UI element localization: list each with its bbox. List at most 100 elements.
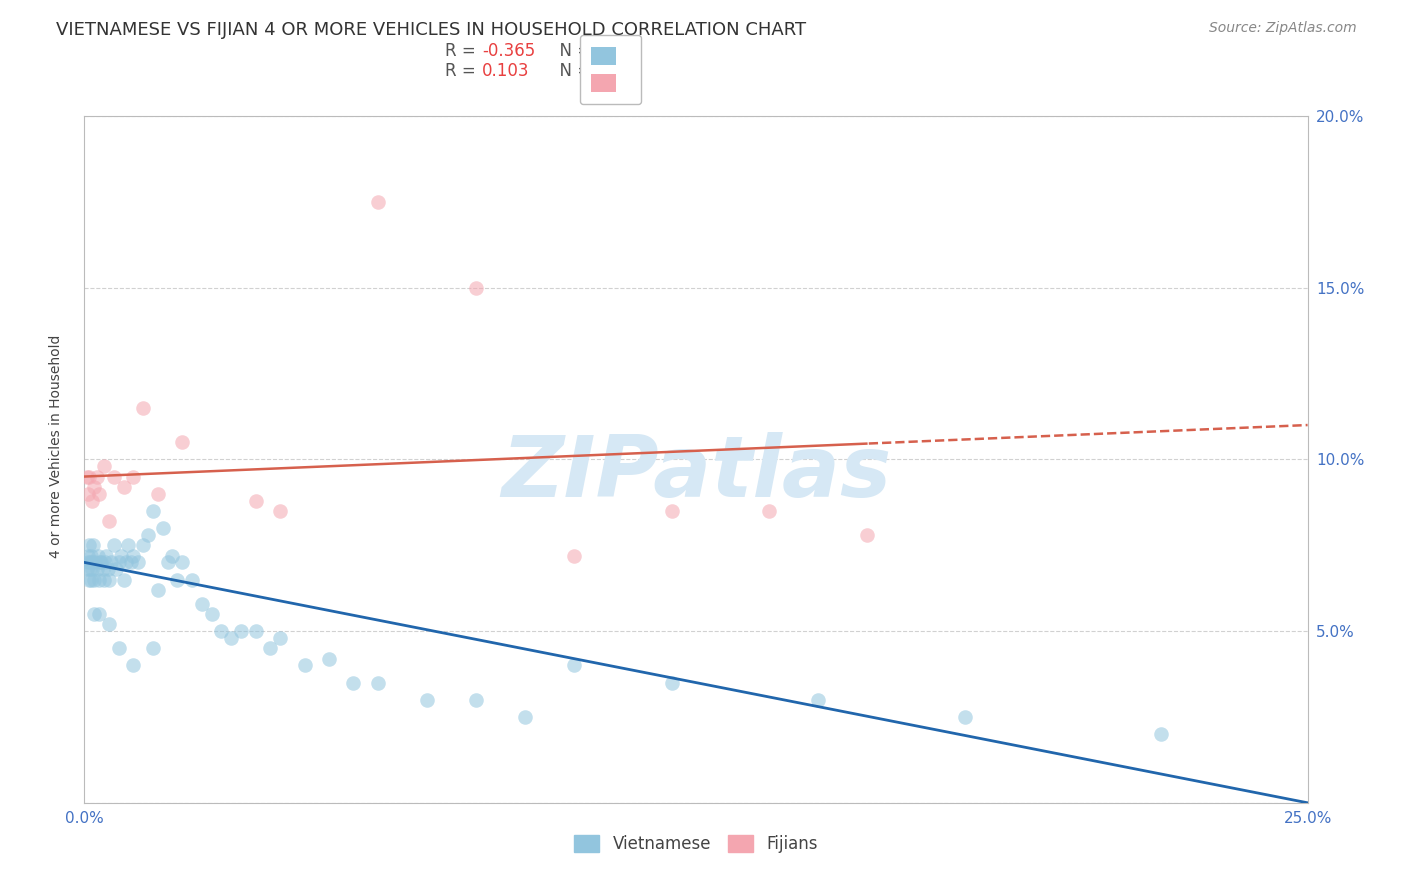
Point (152, 521, 174, 535)
Point (84, 555, 107, 570)
Point (86, 469, 108, 483)
Point (76, 562, 98, 576)
Point (120, 555, 142, 570)
Point (132, 401, 155, 415)
Point (96, 549, 118, 563)
Point (77, 549, 100, 563)
Text: 0.103: 0.103 (482, 62, 530, 80)
Point (191, 597, 214, 611)
Point (132, 538, 155, 552)
Point (294, 658, 316, 673)
Point (83, 607, 105, 621)
Point (146, 487, 169, 501)
Point (77, 469, 100, 483)
Point (562, 549, 585, 563)
Point (200, 607, 222, 621)
Point (87, 607, 110, 621)
Point (142, 504, 165, 518)
Point (245, 493, 267, 508)
Point (112, 573, 135, 587)
Point (80, 493, 103, 508)
Point (142, 641, 165, 656)
Point (107, 641, 129, 656)
Point (79, 562, 101, 576)
Point (82, 538, 104, 552)
Point (269, 504, 291, 518)
Point (100, 555, 122, 570)
Point (112, 480, 135, 494)
Point (807, 692, 830, 706)
Point (107, 555, 129, 570)
Point (166, 573, 188, 587)
Point (513, 710, 536, 724)
Text: 4 or more Vehicles in Household: 4 or more Vehicles in Household (49, 334, 63, 558)
Point (1150, 727, 1173, 741)
Point (97, 617, 120, 632)
Point (464, 692, 486, 706)
Point (90, 555, 112, 570)
Point (146, 582, 169, 597)
Point (856, 528, 879, 542)
Point (105, 562, 128, 576)
Point (93, 459, 115, 474)
Point (94, 555, 117, 570)
Point (127, 555, 149, 570)
Point (76, 555, 98, 570)
Point (80, 573, 103, 587)
Point (97, 514, 120, 528)
Point (87, 573, 110, 587)
Point (156, 555, 179, 570)
Point (83, 573, 105, 587)
Text: -0.365: -0.365 (482, 42, 536, 60)
Point (79, 555, 101, 570)
Point (661, 504, 683, 518)
Point (91, 562, 114, 576)
Point (115, 555, 138, 570)
Point (136, 528, 159, 542)
Point (80, 549, 103, 563)
Point (416, 692, 439, 706)
Point (93, 573, 115, 587)
Point (229, 624, 252, 639)
Text: 23: 23 (592, 62, 613, 80)
Point (77, 538, 100, 552)
Point (83, 480, 105, 494)
Text: 72: 72 (592, 42, 613, 60)
Text: N =: N = (550, 62, 596, 80)
Point (80, 562, 103, 576)
Point (245, 624, 267, 639)
Point (318, 651, 340, 665)
Point (181, 573, 204, 587)
Point (87, 487, 110, 501)
Text: VIETNAMESE VS FIJIAN 4 OR MORE VEHICLES IN HOUSEHOLD CORRELATION CHART: VIETNAMESE VS FIJIAN 4 OR MORE VEHICLES … (56, 21, 807, 39)
Point (342, 675, 364, 690)
Text: Source: ZipAtlas.com: Source: ZipAtlas.com (1209, 21, 1357, 36)
Point (103, 469, 125, 483)
Legend: Vietnamese, Fijians: Vietnamese, Fijians (568, 828, 824, 860)
Point (117, 538, 139, 552)
Point (82, 555, 104, 570)
Point (209, 624, 232, 639)
Point (562, 658, 585, 673)
Point (97, 562, 120, 576)
Point (162, 549, 184, 563)
Point (758, 504, 780, 518)
Text: R =: R = (446, 42, 481, 60)
Point (110, 549, 132, 563)
Point (89, 555, 111, 570)
Text: N =: N = (550, 42, 596, 60)
Point (86, 562, 108, 576)
Point (122, 469, 145, 483)
Point (122, 549, 145, 563)
Point (77, 573, 100, 587)
Point (87, 549, 110, 563)
Point (367, 675, 389, 690)
Point (259, 641, 281, 656)
Point (172, 435, 194, 450)
Point (172, 555, 194, 570)
Point (464, 280, 486, 294)
Point (661, 675, 683, 690)
Point (76, 469, 98, 483)
Point (269, 631, 291, 645)
Point (77, 487, 100, 501)
